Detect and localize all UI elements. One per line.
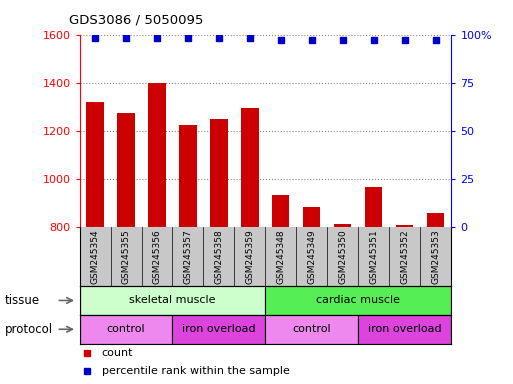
Text: count: count: [102, 348, 133, 358]
Text: GDS3086 / 5050095: GDS3086 / 5050095: [69, 14, 204, 27]
Bar: [117, 113, 134, 227]
Text: cardiac muscle: cardiac muscle: [317, 295, 401, 306]
Text: GSM245355: GSM245355: [122, 229, 130, 284]
Text: GSM245348: GSM245348: [277, 229, 285, 284]
Text: GSM245352: GSM245352: [401, 229, 409, 284]
Bar: [172, 315, 265, 344]
Bar: [80, 286, 265, 315]
Text: iron overload: iron overload: [182, 324, 256, 334]
Bar: [365, 187, 383, 227]
Text: GSM245358: GSM245358: [214, 229, 224, 284]
Bar: [272, 195, 289, 227]
Bar: [334, 224, 351, 227]
Text: control: control: [292, 324, 331, 334]
Text: GSM245350: GSM245350: [339, 229, 347, 284]
Text: GSM245351: GSM245351: [369, 229, 379, 284]
Text: control: control: [107, 324, 145, 334]
Bar: [180, 124, 196, 227]
Bar: [397, 225, 413, 227]
Text: GSM245353: GSM245353: [431, 229, 441, 284]
Text: GSM245356: GSM245356: [152, 229, 162, 284]
Bar: [427, 214, 444, 227]
Text: tissue: tissue: [5, 294, 40, 307]
Text: GSM245349: GSM245349: [307, 229, 317, 284]
Text: percentile rank within the sample: percentile rank within the sample: [102, 366, 290, 376]
Bar: [87, 102, 104, 227]
Bar: [242, 108, 259, 227]
Bar: [359, 315, 451, 344]
Text: GSM245359: GSM245359: [246, 229, 254, 284]
Text: iron overload: iron overload: [368, 324, 442, 334]
Bar: [304, 207, 321, 227]
Text: GSM245354: GSM245354: [90, 229, 100, 284]
Bar: [210, 119, 227, 227]
Text: GSM245357: GSM245357: [184, 229, 192, 284]
Bar: [265, 315, 359, 344]
Bar: [80, 315, 172, 344]
Text: protocol: protocol: [5, 323, 53, 336]
Bar: [265, 286, 451, 315]
Text: skeletal muscle: skeletal muscle: [129, 295, 216, 306]
Bar: [148, 83, 166, 227]
